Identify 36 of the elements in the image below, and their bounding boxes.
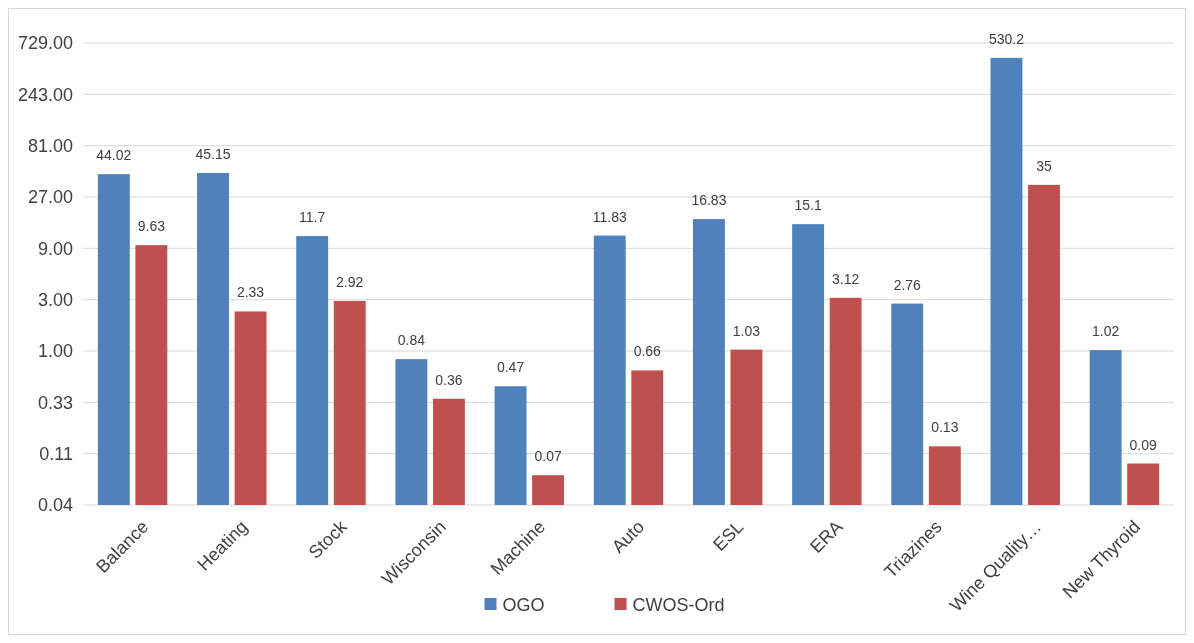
y-tick-label: 3.00 <box>37 289 73 310</box>
data-label: 530.2 <box>988 30 1025 47</box>
data-label: 3.12 <box>832 270 860 287</box>
data-label: 16.83 <box>691 192 727 209</box>
data-label: 2.92 <box>336 273 364 290</box>
y-tick-label: 0.04 <box>37 495 73 516</box>
data-label: 2.33 <box>236 284 265 301</box>
data-label: 0.09 <box>1129 436 1158 453</box>
data-label: 2.76 <box>893 276 922 293</box>
data-label: 11.83 <box>592 208 627 225</box>
data-label: 45.15 <box>195 145 231 162</box>
y-tick-label: 27.00 <box>27 187 73 208</box>
y-tick-label: 1.00 <box>37 341 73 362</box>
data-label: 9.63 <box>137 218 166 235</box>
data-label: 1.03 <box>732 322 761 339</box>
data-label: 15.1 <box>794 197 822 214</box>
data-label: 0.47 <box>496 359 525 376</box>
data-label: 44.02 <box>96 147 132 164</box>
data-label: 35 <box>1036 157 1052 174</box>
data-label: 0.66 <box>633 343 662 360</box>
data-label: 0.36 <box>435 371 463 388</box>
y-tick-label: 9.00 <box>37 238 73 259</box>
y-tick-label: 0.33 <box>37 392 73 413</box>
x-tick-label: ERA <box>806 516 847 557</box>
legend-label: OGO <box>502 595 545 616</box>
data-label: 0.84 <box>397 332 426 349</box>
y-tick-label: 243.00 <box>17 84 73 105</box>
y-tick-label: 729.00 <box>17 33 73 54</box>
data-label: 0.13 <box>931 419 959 436</box>
y-tick-label: 81.00 <box>27 135 73 156</box>
legend-label: CWOS-Ord <box>632 595 725 616</box>
data-label: 0.07 <box>534 448 562 465</box>
data-label: 11.7 <box>299 209 326 226</box>
data-label: 1.02 <box>1092 323 1120 340</box>
y-tick-label: 0.11 <box>39 443 73 464</box>
x-tick-label: ESL <box>709 516 748 555</box>
